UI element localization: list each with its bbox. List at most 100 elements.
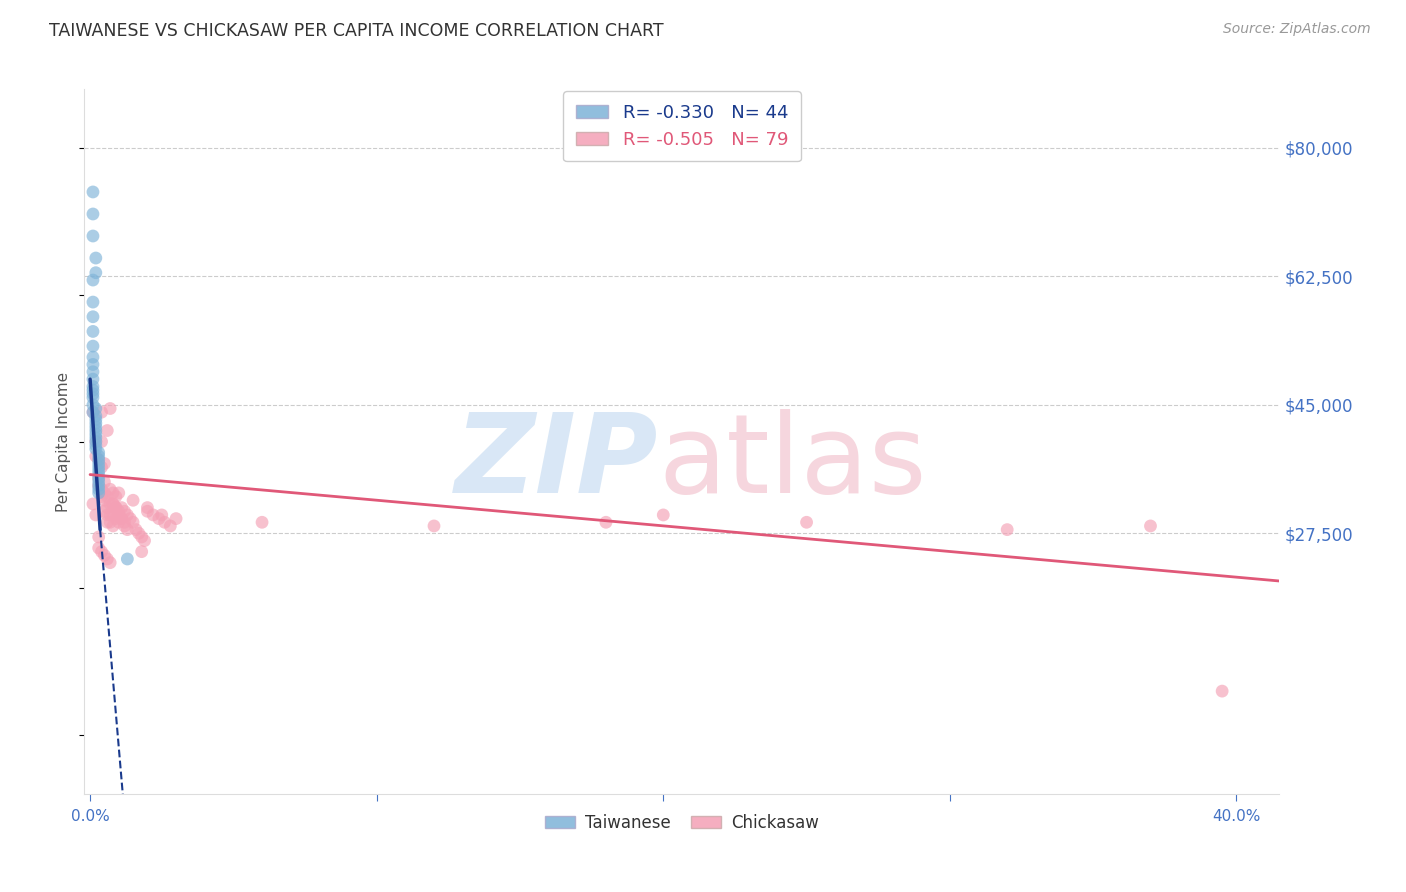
- Point: [107, 508, 129, 522]
- Point: [84, 449, 107, 463]
- Point: [110, 511, 132, 525]
- Point: [87, 464, 110, 478]
- Point: [104, 511, 127, 525]
- Point: [87, 449, 110, 463]
- Point: [114, 504, 136, 518]
- Point: [96, 424, 118, 438]
- Point: [87, 445, 110, 459]
- Point: [87, 471, 110, 485]
- Point: [87, 478, 110, 492]
- Text: ZIP: ZIP: [454, 409, 658, 516]
- Point: [101, 497, 124, 511]
- Point: [96, 508, 118, 522]
- Point: [96, 490, 118, 504]
- Point: [93, 493, 115, 508]
- Point: [98, 556, 121, 570]
- Point: [90, 460, 112, 475]
- Point: [84, 424, 107, 438]
- Point: [107, 504, 129, 518]
- Point: [250, 516, 273, 530]
- Point: [93, 504, 115, 518]
- Y-axis label: Per Capita Income: Per Capita Income: [56, 371, 72, 512]
- Text: 40.0%: 40.0%: [1212, 808, 1261, 823]
- Point: [595, 516, 617, 530]
- Point: [101, 486, 124, 500]
- Point: [150, 508, 173, 522]
- Point: [114, 516, 136, 530]
- Point: [84, 431, 107, 445]
- Point: [96, 500, 118, 515]
- Point: [117, 508, 139, 522]
- Point: [98, 401, 121, 416]
- Point: [87, 471, 110, 485]
- Point: [87, 475, 110, 489]
- Point: [82, 383, 104, 397]
- Point: [84, 434, 107, 449]
- Point: [93, 486, 115, 500]
- Point: [107, 516, 129, 530]
- Point: [82, 391, 104, 405]
- Point: [84, 409, 107, 423]
- Point: [134, 533, 156, 548]
- Point: [153, 516, 176, 530]
- Point: [104, 500, 127, 515]
- Point: [84, 412, 107, 426]
- Point: [423, 519, 446, 533]
- Point: [125, 523, 148, 537]
- Point: [159, 519, 181, 533]
- Point: [90, 405, 112, 419]
- Point: [87, 453, 110, 467]
- Point: [82, 325, 104, 339]
- Point: [101, 508, 124, 522]
- Point: [84, 266, 107, 280]
- Point: [117, 552, 139, 566]
- Point: [165, 511, 187, 525]
- Point: [652, 508, 675, 522]
- Point: [87, 460, 110, 475]
- Point: [87, 530, 110, 544]
- Point: [117, 523, 139, 537]
- Point: [101, 519, 124, 533]
- Point: [82, 365, 104, 379]
- Point: [101, 497, 124, 511]
- Point: [136, 504, 159, 518]
- Legend: Taiwanese, Chickasaw: Taiwanese, Chickasaw: [538, 807, 825, 838]
- Point: [84, 416, 107, 430]
- Point: [110, 500, 132, 515]
- Point: [84, 427, 107, 442]
- Point: [84, 401, 107, 416]
- Point: [82, 387, 104, 401]
- Point: [87, 541, 110, 555]
- Point: [98, 482, 121, 496]
- Point: [93, 475, 115, 489]
- Text: TAIWANESE VS CHICKASAW PER CAPITA INCOME CORRELATION CHART: TAIWANESE VS CHICKASAW PER CAPITA INCOME…: [49, 22, 664, 40]
- Point: [82, 339, 104, 353]
- Point: [136, 500, 159, 515]
- Point: [122, 516, 145, 530]
- Point: [87, 453, 110, 467]
- Point: [142, 508, 165, 522]
- Point: [82, 372, 104, 386]
- Point: [84, 420, 107, 434]
- Point: [87, 467, 110, 482]
- Point: [98, 497, 121, 511]
- Point: [82, 379, 104, 393]
- Point: [104, 500, 127, 515]
- Text: Source: ZipAtlas.com: Source: ZipAtlas.com: [1223, 22, 1371, 37]
- Point: [131, 544, 153, 558]
- Point: [84, 434, 107, 449]
- Point: [131, 530, 153, 544]
- Point: [96, 516, 118, 530]
- Point: [93, 457, 115, 471]
- Point: [82, 405, 104, 419]
- Point: [90, 434, 112, 449]
- Point: [82, 310, 104, 324]
- Point: [82, 185, 104, 199]
- Point: [995, 523, 1018, 537]
- Point: [107, 486, 129, 500]
- Point: [84, 251, 107, 265]
- Point: [90, 490, 112, 504]
- Point: [84, 442, 107, 456]
- Point: [87, 478, 110, 492]
- Text: atlas: atlas: [658, 409, 927, 516]
